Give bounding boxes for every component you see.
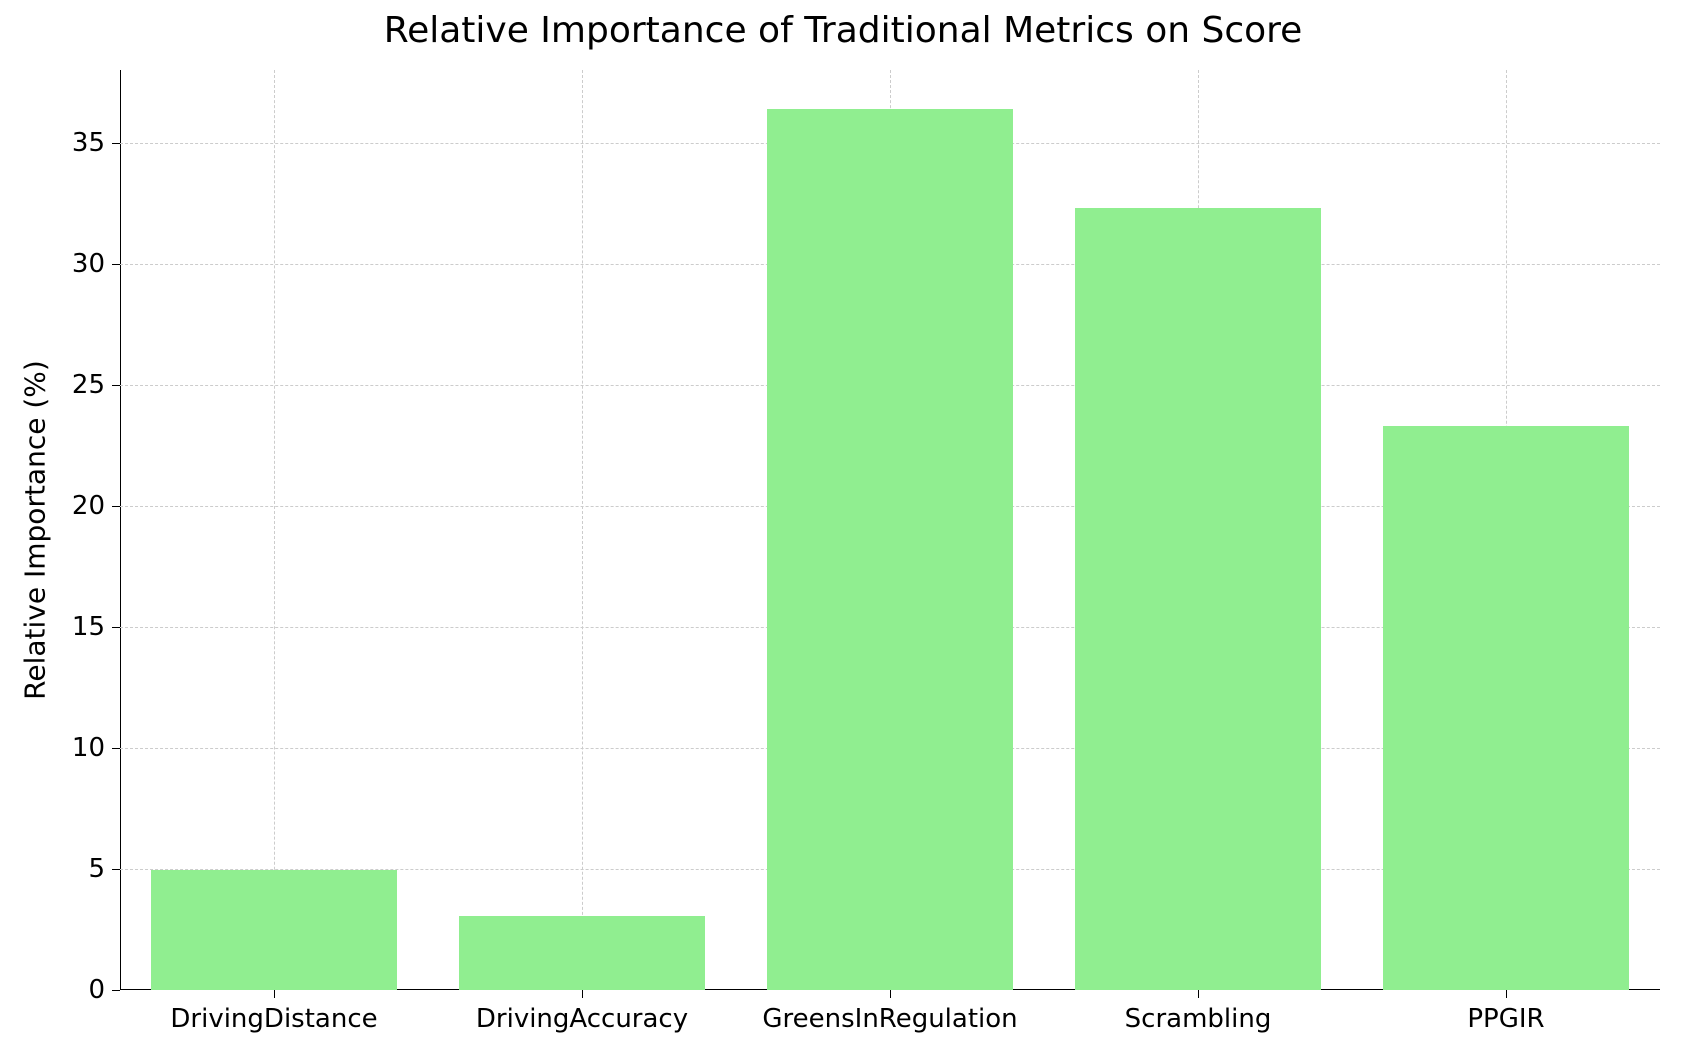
xtick-label: GreensInRegulation [762,1004,1017,1034]
bar [1383,426,1629,990]
ytick-label: 5 [55,854,105,884]
ytick-label: 20 [55,491,105,521]
bar [459,916,705,990]
ytick-mark [112,385,120,386]
gridline-v [582,70,583,990]
xtick-label: PPGIR [1467,1004,1544,1034]
ytick-label: 0 [55,975,105,1005]
chart-title: Relative Importance of Traditional Metri… [0,10,1686,51]
ytick-mark [112,869,120,870]
bar [1075,208,1321,990]
ytick-mark [112,506,120,507]
ytick-mark [112,627,120,628]
xtick-mark [1506,990,1507,998]
gridline-v [274,70,275,990]
ytick-label: 25 [55,370,105,400]
y-axis-spine [120,70,121,990]
y-axis-label: Relative Importance (%) [19,360,52,700]
xtick-mark [274,990,275,998]
xtick-label: DrivingAccuracy [476,1004,688,1034]
bar [767,109,1013,990]
xtick-mark [582,990,583,998]
xtick-mark [1198,990,1199,998]
ytick-mark [112,264,120,265]
xtick-label: DrivingDistance [170,1004,377,1034]
ytick-label: 15 [55,612,105,642]
xtick-mark [890,990,891,998]
ytick-label: 35 [55,128,105,158]
ytick-mark [112,748,120,749]
plot-area: 05101520253035DrivingDistanceDrivingAccu… [120,70,1660,990]
bar [151,870,397,990]
ytick-mark [112,990,120,991]
ytick-label: 30 [55,249,105,279]
ytick-label: 10 [55,733,105,763]
xtick-label: Scrambling [1125,1004,1272,1034]
chart-container: Relative Importance of Traditional Metri… [0,0,1686,1057]
ytick-mark [112,143,120,144]
